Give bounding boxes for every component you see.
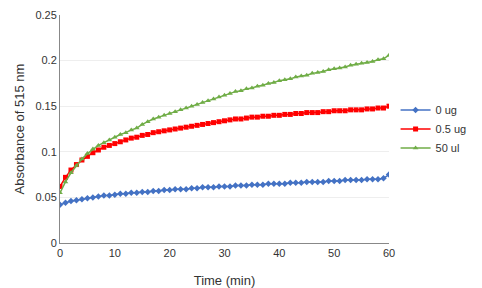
svg-text:0.15: 0.15 [35, 100, 56, 112]
svg-text:0.25: 0.25 [35, 9, 56, 21]
svg-text:0: 0 [51, 237, 57, 249]
svg-text:30: 30 [218, 247, 230, 259]
svg-text:0.5 ug: 0.5 ug [436, 123, 467, 135]
svg-text:0.05: 0.05 [35, 191, 56, 203]
svg-text:0 ug: 0 ug [436, 104, 457, 116]
svg-text:50: 50 [328, 247, 340, 259]
svg-text:Absorbance of 515 nm: Absorbance of 515 nm [12, 64, 27, 195]
svg-text:0.1: 0.1 [42, 146, 57, 158]
svg-text:40: 40 [273, 247, 285, 259]
svg-text:10: 10 [109, 247, 121, 259]
svg-text:50 ul: 50 ul [436, 142, 460, 154]
svg-text:0.2: 0.2 [42, 54, 57, 66]
svg-text:0: 0 [57, 247, 63, 259]
svg-text:Time (min): Time (min) [194, 273, 256, 288]
svg-text:60: 60 [383, 247, 395, 259]
svg-text:20: 20 [164, 247, 176, 259]
